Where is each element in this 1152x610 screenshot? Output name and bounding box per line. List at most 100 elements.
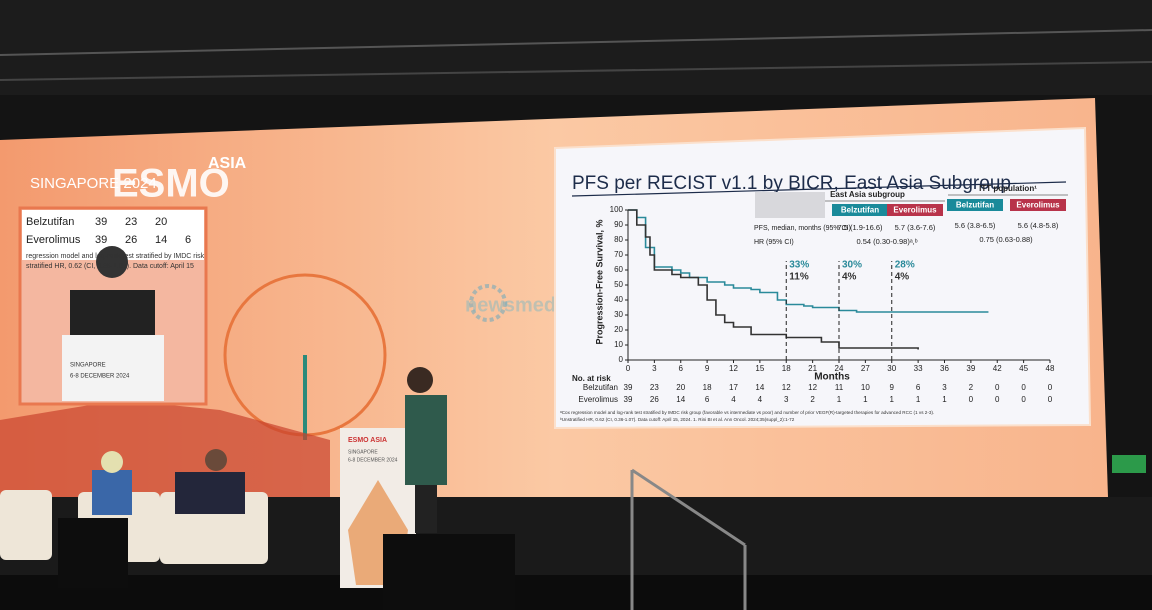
arm-header: Belzutifan bbox=[956, 201, 994, 210]
x-tick-label: 48 bbox=[1046, 364, 1055, 373]
skyline bbox=[0, 400, 330, 500]
table-cell: 5.6 (4.8-5.8) bbox=[1018, 221, 1059, 230]
arm-header: Belzutifan bbox=[841, 206, 879, 215]
risk-count: 3 bbox=[942, 383, 947, 392]
x-tick-label: 18 bbox=[782, 364, 791, 373]
x-tick-label: 36 bbox=[940, 364, 949, 373]
risk-count: 1 bbox=[863, 395, 868, 404]
y-tick-label: 90 bbox=[614, 220, 623, 229]
risk-count: 12 bbox=[782, 383, 791, 392]
table-group-header: East Asia subgroup bbox=[830, 190, 905, 199]
footnote: ᵇUnstratified HR, 0.62 (CI, 0.36-1.07). … bbox=[560, 417, 795, 422]
x-tick-label: 6 bbox=[679, 364, 684, 373]
left-screen-cell: 39 bbox=[95, 234, 107, 246]
branding-logo: ESMO bbox=[112, 162, 230, 206]
left-screen-cell: Belzutifan bbox=[26, 216, 74, 228]
x-tick-label: 9 bbox=[705, 364, 710, 373]
ceiling bbox=[0, 0, 1152, 95]
panelist bbox=[92, 470, 132, 515]
y-tick-label: 60 bbox=[614, 265, 623, 274]
left-podium-city: SINGAPORE bbox=[70, 363, 106, 369]
risk-count: 0 bbox=[1021, 395, 1026, 404]
podium-logo: ESMO ASIA bbox=[348, 437, 387, 444]
risk-count: 12 bbox=[808, 383, 817, 392]
y-tick-label: 50 bbox=[614, 280, 623, 289]
truss bbox=[0, 29, 1152, 56]
risk-count: 26 bbox=[650, 395, 659, 404]
landmark-label: 33% bbox=[789, 260, 809, 271]
risk-count: 17 bbox=[729, 383, 738, 392]
left-screen-cell: 20 bbox=[155, 216, 167, 228]
truss bbox=[0, 61, 1152, 81]
arm-header: Everolimus bbox=[1016, 201, 1060, 210]
x-tick-label: 27 bbox=[861, 364, 870, 373]
left-screen-note: regression model and log-rank test strat… bbox=[26, 253, 205, 260]
x-tick-label: 3 bbox=[652, 364, 657, 373]
risk-count: 11 bbox=[835, 383, 844, 392]
risk-count: 4 bbox=[758, 395, 763, 404]
x-axis-label: Months bbox=[814, 372, 850, 383]
risk-count: 1 bbox=[916, 395, 921, 404]
x-tick-label: 39 bbox=[966, 364, 975, 373]
speaker-legs bbox=[415, 485, 437, 533]
risk-count: 18 bbox=[703, 383, 712, 392]
risk-count: 9 bbox=[890, 383, 895, 392]
x-tick-label: 15 bbox=[755, 364, 764, 373]
x-tick-label: 12 bbox=[729, 364, 738, 373]
risk-count: 6 bbox=[916, 383, 921, 392]
risk-count: 1 bbox=[837, 395, 842, 404]
risk-count: 14 bbox=[676, 395, 685, 404]
risk-count: 23 bbox=[650, 383, 659, 392]
footnote: ᵃCox regression model and log-rank test … bbox=[560, 410, 934, 415]
arm-header: Everolimus bbox=[893, 206, 937, 215]
y-tick-label: 40 bbox=[614, 295, 623, 304]
arm-header-bg bbox=[947, 199, 1003, 211]
y-tick-label: 10 bbox=[614, 340, 623, 349]
panelist-head bbox=[205, 449, 227, 471]
table-cell: 0.54 (0.30-0.98)ᵃ,ᵇ bbox=[856, 237, 917, 246]
podium-city: SINGAPORE bbox=[348, 449, 378, 455]
slide-title: PFS per RECIST v1.1 by BICR, East Asia S… bbox=[572, 173, 1011, 194]
risk-count: 14 bbox=[755, 383, 764, 392]
risk-table-label: No. at risk bbox=[572, 374, 611, 383]
x-tick-label: 0 bbox=[626, 364, 631, 373]
table-cell: 5.7 (3.6-7.6) bbox=[895, 223, 936, 232]
left-screen-cell: 6 bbox=[185, 234, 191, 246]
left-screen-cell: Everolimus bbox=[26, 234, 81, 246]
x-tick-label: 24 bbox=[835, 364, 844, 373]
table-group-header: ITT population¹ bbox=[979, 184, 1037, 193]
x-tick-label: 42 bbox=[993, 364, 1002, 373]
railing bbox=[631, 468, 746, 547]
table-cell: 7.5 (1.9-16.6) bbox=[837, 223, 883, 232]
x-tick-label: 33 bbox=[914, 364, 923, 373]
left-screen-cell: 39 bbox=[95, 216, 107, 228]
risk-count: 4 bbox=[731, 395, 736, 404]
left-screen-podium bbox=[62, 335, 164, 401]
risk-count: 0 bbox=[1048, 395, 1053, 404]
title-rule bbox=[571, 181, 1067, 197]
risk-row-name: Belzutifan bbox=[583, 383, 618, 392]
arm-header-bg bbox=[1010, 199, 1066, 211]
y-tick-label: 100 bbox=[610, 205, 624, 214]
landmark-label: 11% bbox=[789, 272, 809, 283]
y-tick-label: 80 bbox=[614, 235, 623, 244]
risk-row-name: Everolimus bbox=[578, 395, 618, 404]
risk-count: 10 bbox=[861, 383, 870, 392]
left-screen-note: stratified HR, 0.62 (CI, 0.36-1.07). Dat… bbox=[26, 263, 194, 270]
speaker-head bbox=[96, 246, 128, 278]
landmark-label: 28% bbox=[895, 260, 915, 271]
risk-count: 0 bbox=[995, 383, 1000, 392]
survival-curve bbox=[628, 209, 919, 350]
risk-count: 1 bbox=[942, 395, 947, 404]
risk-count: 3 bbox=[784, 395, 789, 404]
left-screen-cell: 14 bbox=[155, 234, 167, 246]
branding-suffix: ASIA bbox=[208, 155, 247, 172]
risk-count: 0 bbox=[969, 395, 974, 404]
y-tick-label: 0 bbox=[619, 355, 624, 364]
table-cell: 0.75 (0.63-0.88) bbox=[979, 235, 1033, 244]
chair bbox=[0, 490, 52, 560]
left-screen-table: Belzutifan 39 23 20 Everolimus 39 26 14 6 bbox=[26, 216, 191, 246]
speaker-monitor bbox=[58, 518, 128, 588]
y-tick-label: 30 bbox=[614, 310, 623, 319]
